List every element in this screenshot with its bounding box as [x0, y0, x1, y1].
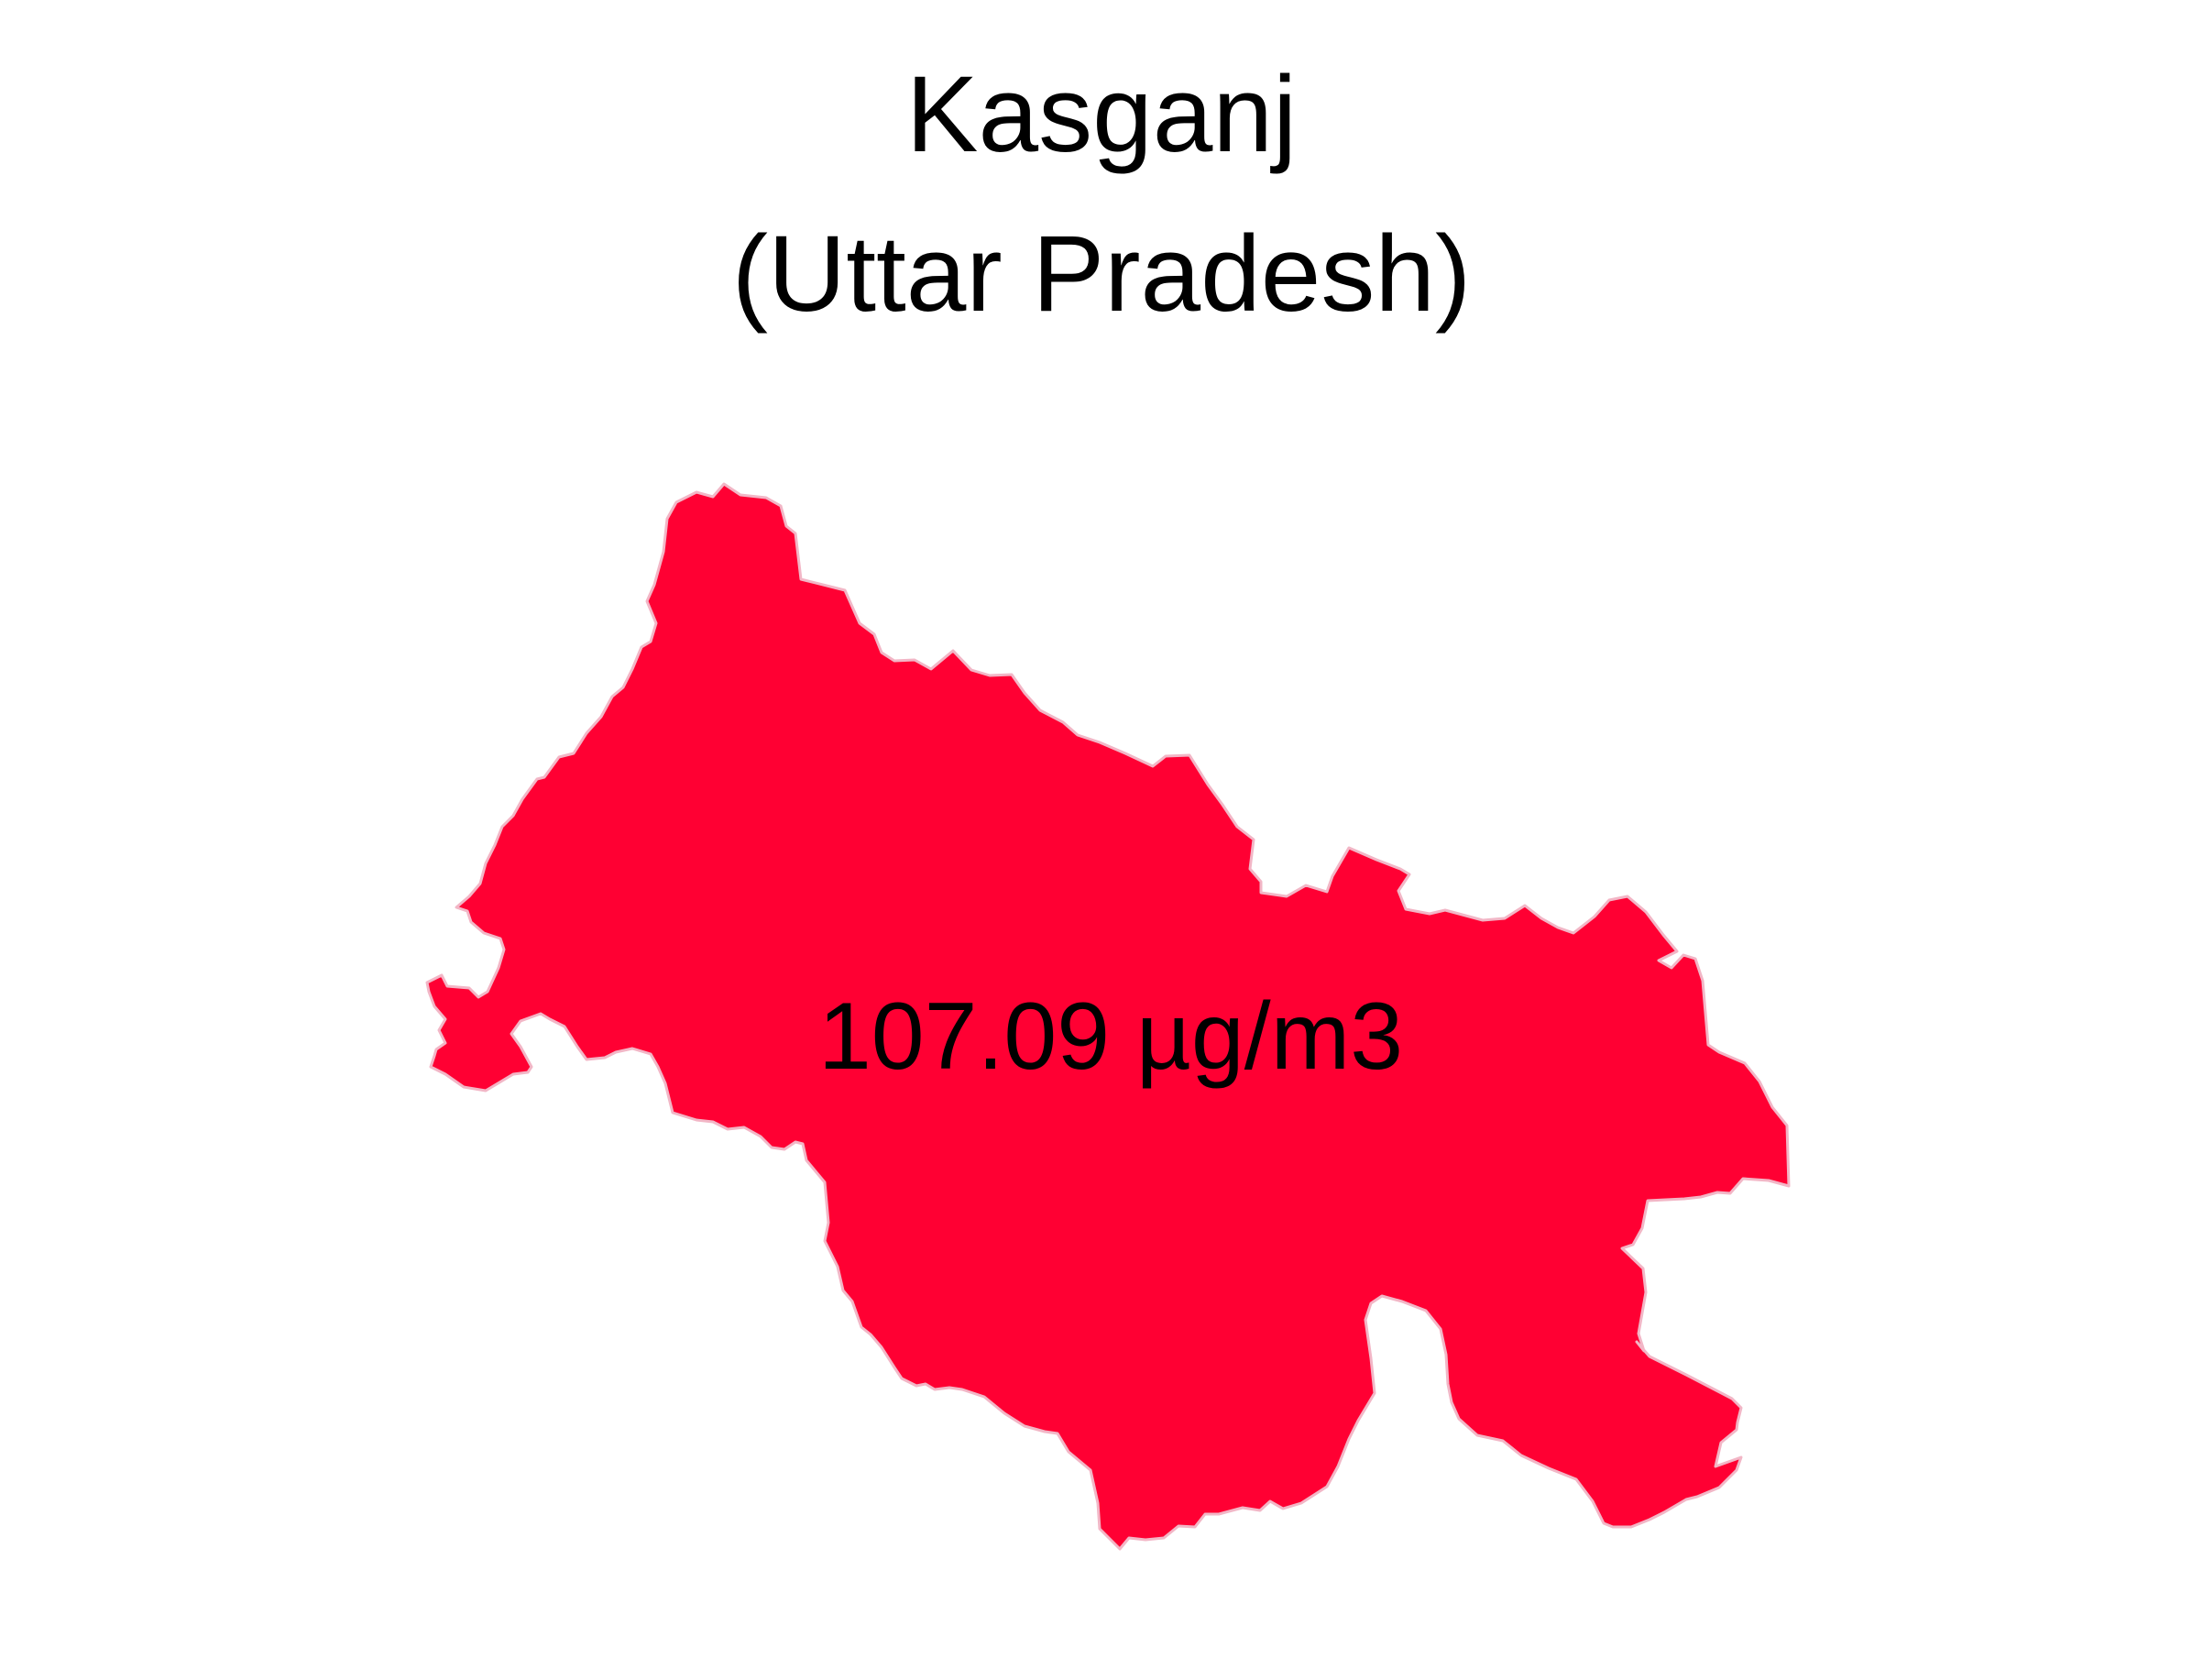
- region-value-label: 107.09 µg/m3: [818, 983, 1403, 1090]
- district-boundary-kasganj: [425, 482, 1791, 1551]
- map-title: Kasganj: [905, 54, 1298, 175]
- map-subtitle: (Uttar Pradesh): [731, 214, 1472, 335]
